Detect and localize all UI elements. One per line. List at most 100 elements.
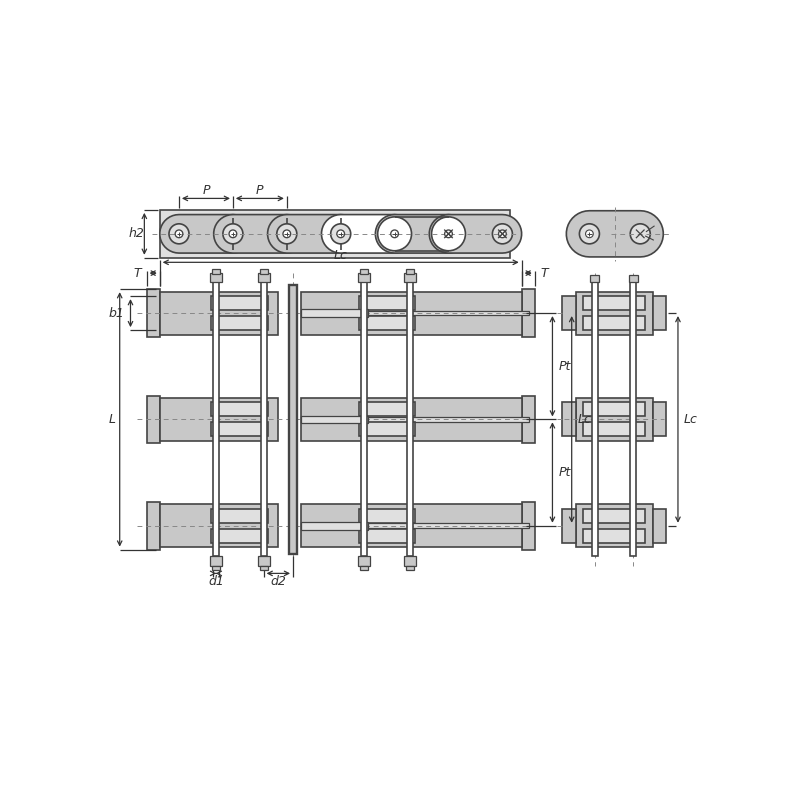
Circle shape bbox=[169, 224, 189, 244]
Bar bbox=[301, 398, 522, 441]
Bar bbox=[359, 402, 414, 416]
Bar bbox=[522, 502, 534, 550]
Text: b1: b1 bbox=[109, 306, 124, 320]
Bar bbox=[301, 522, 369, 530]
Bar bbox=[653, 509, 666, 542]
Circle shape bbox=[492, 224, 513, 244]
Bar bbox=[358, 557, 370, 566]
Bar bbox=[260, 566, 267, 570]
Bar bbox=[562, 296, 575, 330]
Circle shape bbox=[390, 230, 398, 238]
Circle shape bbox=[385, 224, 405, 244]
Bar bbox=[562, 509, 575, 542]
Text: T: T bbox=[540, 266, 548, 280]
Bar bbox=[301, 523, 530, 528]
Bar bbox=[359, 316, 414, 330]
Bar bbox=[289, 285, 297, 554]
Bar bbox=[583, 296, 645, 310]
Bar bbox=[211, 316, 268, 330]
Bar bbox=[301, 417, 530, 422]
Text: Lc: Lc bbox=[578, 413, 592, 426]
Bar bbox=[359, 509, 414, 522]
Bar bbox=[360, 270, 368, 274]
Bar bbox=[213, 282, 219, 557]
Circle shape bbox=[277, 224, 297, 244]
Polygon shape bbox=[160, 214, 252, 253]
Bar bbox=[301, 310, 369, 317]
Polygon shape bbox=[214, 214, 306, 253]
Text: Pt: Pt bbox=[558, 360, 571, 373]
Bar bbox=[583, 422, 645, 436]
Bar bbox=[146, 502, 160, 550]
Bar bbox=[359, 296, 414, 310]
Bar bbox=[211, 422, 268, 436]
Bar bbox=[210, 273, 222, 282]
Polygon shape bbox=[430, 214, 522, 253]
Circle shape bbox=[223, 224, 243, 244]
Bar bbox=[301, 504, 522, 547]
Bar bbox=[583, 402, 645, 416]
Bar bbox=[629, 274, 638, 282]
Circle shape bbox=[498, 230, 506, 238]
Bar bbox=[359, 422, 414, 436]
Text: Pt: Pt bbox=[558, 466, 571, 479]
Bar bbox=[301, 311, 530, 315]
Circle shape bbox=[445, 230, 452, 238]
Text: Lc: Lc bbox=[684, 413, 698, 426]
Bar bbox=[630, 282, 636, 557]
Bar bbox=[404, 557, 416, 566]
Text: Lc: Lc bbox=[334, 249, 348, 262]
Bar bbox=[160, 291, 278, 334]
Bar bbox=[212, 566, 220, 570]
Circle shape bbox=[630, 224, 650, 244]
Circle shape bbox=[438, 224, 458, 244]
Bar bbox=[258, 273, 270, 282]
Bar bbox=[258, 557, 270, 566]
Bar bbox=[406, 270, 414, 274]
Text: P: P bbox=[202, 184, 210, 198]
Bar bbox=[210, 557, 222, 566]
Polygon shape bbox=[322, 214, 414, 253]
Bar bbox=[562, 402, 575, 436]
Bar bbox=[211, 296, 268, 310]
Bar bbox=[160, 398, 278, 441]
Text: L: L bbox=[109, 413, 116, 426]
Text: h2: h2 bbox=[129, 227, 145, 240]
Bar bbox=[260, 270, 267, 274]
Polygon shape bbox=[268, 214, 360, 253]
Bar bbox=[406, 566, 414, 570]
Circle shape bbox=[229, 230, 237, 238]
Text: d1: d1 bbox=[208, 574, 224, 587]
Bar bbox=[407, 282, 413, 557]
Text: T: T bbox=[134, 266, 142, 280]
Bar bbox=[360, 566, 368, 570]
Bar bbox=[358, 273, 370, 282]
Bar bbox=[583, 316, 645, 330]
Bar bbox=[301, 291, 522, 334]
Bar bbox=[160, 504, 278, 547]
Bar bbox=[211, 529, 268, 542]
Bar bbox=[575, 504, 653, 547]
Bar bbox=[212, 270, 220, 274]
Bar bbox=[301, 415, 369, 423]
Polygon shape bbox=[375, 214, 468, 253]
Circle shape bbox=[175, 230, 183, 238]
Bar bbox=[211, 402, 268, 416]
Bar bbox=[592, 282, 598, 557]
Circle shape bbox=[337, 230, 345, 238]
Text: d2: d2 bbox=[270, 574, 286, 587]
Bar bbox=[653, 296, 666, 330]
Bar bbox=[359, 529, 414, 542]
Circle shape bbox=[586, 230, 594, 238]
Circle shape bbox=[330, 224, 350, 244]
Bar bbox=[261, 282, 266, 557]
Bar bbox=[653, 402, 666, 436]
Bar bbox=[160, 210, 510, 258]
Bar bbox=[146, 395, 160, 443]
Bar bbox=[361, 282, 367, 557]
Circle shape bbox=[378, 217, 411, 250]
Text: P: P bbox=[256, 184, 264, 198]
Bar bbox=[583, 509, 645, 522]
Polygon shape bbox=[566, 210, 663, 257]
Bar bbox=[590, 274, 599, 282]
